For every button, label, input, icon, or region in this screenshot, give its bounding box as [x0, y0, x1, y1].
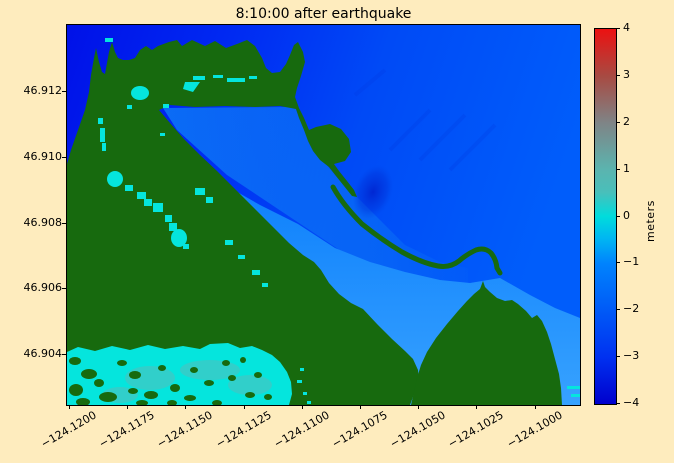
x-tick-mark — [244, 405, 245, 409]
x-tick-label: −124.1175 — [96, 408, 157, 451]
jetty — [330, 184, 503, 276]
tsunami-map-canvas — [67, 25, 580, 405]
colorbar-axis-label: meters — [644, 200, 657, 242]
colorbar-tick-mark — [616, 216, 620, 217]
y-tick-label: 46.910 — [23, 150, 63, 163]
x-tick-mark — [185, 405, 186, 409]
x-tick-label: −124.1025 — [445, 408, 506, 451]
colorbar-tick-mark — [616, 403, 620, 404]
y-tick-mark — [62, 91, 66, 92]
y-tick-mark — [62, 157, 66, 158]
colorbar-tick-label: −3 — [623, 349, 640, 362]
plot-title: 8:10:00 after earthquake — [235, 6, 412, 22]
x-tick-mark — [476, 405, 477, 409]
flooded-area-northwest — [98, 38, 268, 287]
map-plot-area — [66, 24, 581, 406]
x-tick-mark — [127, 405, 128, 409]
colorbar-tick-mark — [616, 309, 620, 310]
colorbar-tick-label: 0 — [623, 209, 630, 222]
land-mass-peninsula — [67, 40, 419, 405]
colorbar-tick-label: 2 — [623, 115, 630, 128]
x-tick-label: −124.1000 — [504, 408, 565, 451]
y-tick-mark — [62, 223, 66, 224]
colorbar-tick-mark — [616, 262, 620, 263]
x-tick-mark — [302, 405, 303, 409]
x-tick-label: −124.1050 — [387, 408, 448, 451]
land-mass-south — [411, 281, 562, 405]
x-tick-label: −124.1125 — [213, 408, 274, 451]
colorbar-tick-mark — [616, 356, 620, 357]
flood-streaks-southeast — [567, 386, 580, 397]
deep-hole — [352, 164, 394, 220]
x-tick-label: −124.1150 — [154, 408, 215, 451]
colorbar-tick-mark — [616, 169, 620, 170]
y-tick-mark — [62, 354, 66, 355]
colorbar — [594, 28, 617, 405]
x-tick-mark — [535, 405, 536, 409]
x-tick-mark — [69, 405, 70, 409]
colorbar-tick-mark — [616, 75, 620, 76]
y-tick-label: 46.908 — [23, 216, 63, 229]
y-tick-label: 46.912 — [23, 84, 63, 97]
colorbar-tick-label: −1 — [623, 255, 640, 268]
x-tick-label: −124.1075 — [329, 408, 390, 451]
dry-speckles — [69, 357, 272, 405]
colorbar-tick-label: −2 — [623, 302, 640, 315]
colorbar-tick-label: 4 — [623, 21, 630, 34]
x-tick-mark — [418, 405, 419, 409]
colorbar-tick-label: −4 — [623, 396, 640, 409]
x-tick-label: −124.1200 — [38, 408, 99, 451]
y-tick-mark — [62, 288, 66, 289]
bay-wave-streaks — [353, 68, 497, 172]
y-tick-label: 46.906 — [23, 281, 63, 294]
colorbar-tick-label: 3 — [623, 68, 630, 81]
y-tick-label: 46.904 — [23, 347, 63, 360]
colorbar-tick-mark — [616, 28, 620, 29]
colorbar-tick-mark — [616, 122, 620, 123]
colorbar-tick-label: 1 — [623, 162, 630, 175]
x-tick-mark — [360, 405, 361, 409]
flood-outliers — [297, 368, 311, 404]
flooded-area-south — [67, 343, 311, 405]
x-tick-label: −124.1100 — [271, 408, 332, 451]
